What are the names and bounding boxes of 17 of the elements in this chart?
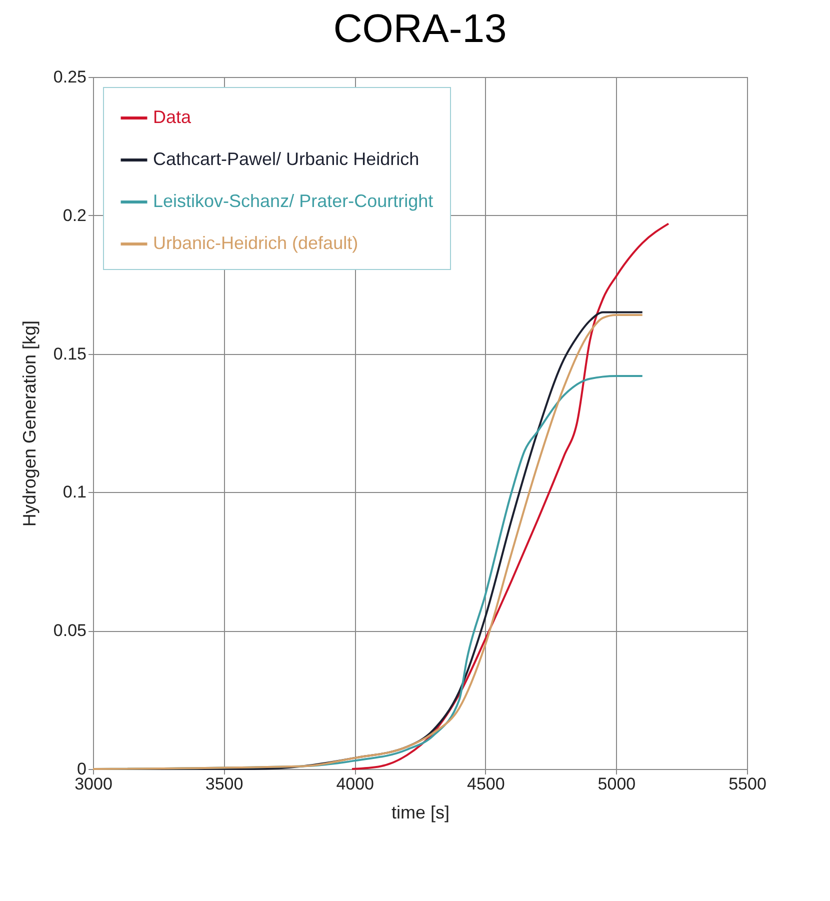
legend-label: Urbanic-Heidrich (default) bbox=[153, 233, 358, 253]
x-tick-label: 4500 bbox=[466, 774, 505, 794]
y-tick-label: 0.15 bbox=[53, 344, 86, 364]
legend-label: Cathcart-Pawel/ Urbanic Heidrich bbox=[153, 149, 420, 169]
x-tick-label: 5000 bbox=[598, 774, 636, 794]
chart-title: CORA-13 bbox=[333, 7, 507, 51]
legend-label: Data bbox=[153, 107, 192, 127]
x-tick-label: 3500 bbox=[205, 774, 244, 794]
y-axis-title: Hydrogen Generation [kg] bbox=[19, 320, 40, 527]
legend-label: Leistikov-Schanz/ Prater-Courtright bbox=[153, 191, 434, 211]
y-tick-label: 0.1 bbox=[62, 482, 86, 502]
y-tick-label: 0.05 bbox=[53, 621, 86, 640]
x-tick-label: 4000 bbox=[336, 774, 374, 794]
y-tick-label: 0.25 bbox=[53, 68, 86, 86]
x-axis-title: time [s] bbox=[391, 802, 450, 822]
x-tick-label: 5500 bbox=[728, 774, 766, 794]
y-tick-label: 0.2 bbox=[62, 206, 86, 225]
